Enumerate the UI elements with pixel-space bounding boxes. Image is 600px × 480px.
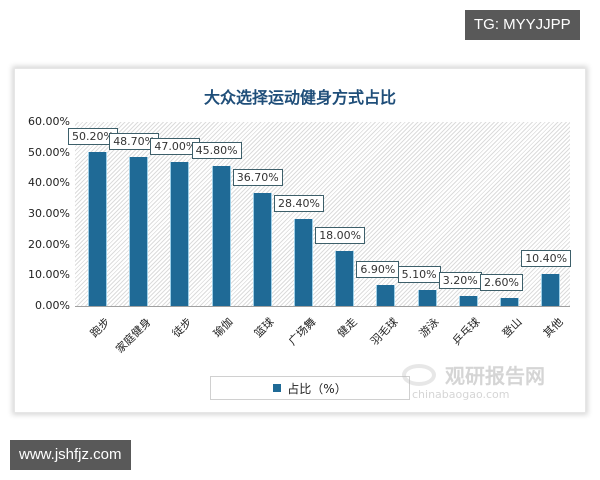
y-tick-label: 50.00% <box>28 145 70 159</box>
watermark-brand: 观研报告网 <box>445 364 545 388</box>
bar <box>294 218 313 306</box>
y-tick-label: 0.00% <box>35 299 70 312</box>
legend-label: 占比（%） <box>287 381 347 396</box>
bar <box>211 165 231 306</box>
y-tick-label: 10.00% <box>28 268 70 282</box>
bar <box>376 284 396 306</box>
bar <box>335 250 355 306</box>
data-label: 47.00% <box>150 137 201 155</box>
bar <box>129 156 149 306</box>
bar <box>88 152 107 306</box>
bar <box>500 298 519 306</box>
y-tick-label: 60.00% <box>28 115 70 128</box>
x-axis-line <box>75 306 570 307</box>
data-label: 3.20% <box>438 272 482 290</box>
data-label: 18.00% <box>315 226 366 244</box>
data-label: 50.20% <box>68 128 118 146</box>
data-label: 10.40% <box>521 250 572 268</box>
legend-swatch <box>273 384 282 392</box>
bar <box>541 274 561 306</box>
legend: 占比（%） <box>210 376 410 400</box>
y-tick-label: 40.00% <box>28 176 70 190</box>
watermark-logo-icon <box>402 364 436 386</box>
data-label: 2.60% <box>480 274 523 292</box>
bottom-watermark-tag: www.jshfjz.com <box>10 440 131 470</box>
bar <box>458 296 478 306</box>
data-label: 36.70% <box>232 169 283 187</box>
chart-title: 大众选择运动健身方式占比 <box>203 88 396 107</box>
data-label: 45.80% <box>191 141 242 159</box>
bar <box>170 161 190 306</box>
watermark-sub: chinabaogao.com <box>412 388 510 401</box>
top-watermark-tag: TG: MYYJJPP <box>465 10 580 40</box>
data-label: 6.90% <box>356 260 400 278</box>
data-label: 5.10% <box>397 266 441 284</box>
data-label: 28.40% <box>274 194 324 212</box>
watermark: 观研报告网 chinabaogao.com <box>400 360 580 410</box>
y-tick-label: 30.00% <box>28 207 70 220</box>
bar <box>252 193 272 306</box>
y-tick-label: 20.00% <box>28 237 70 251</box>
bar <box>417 290 437 306</box>
